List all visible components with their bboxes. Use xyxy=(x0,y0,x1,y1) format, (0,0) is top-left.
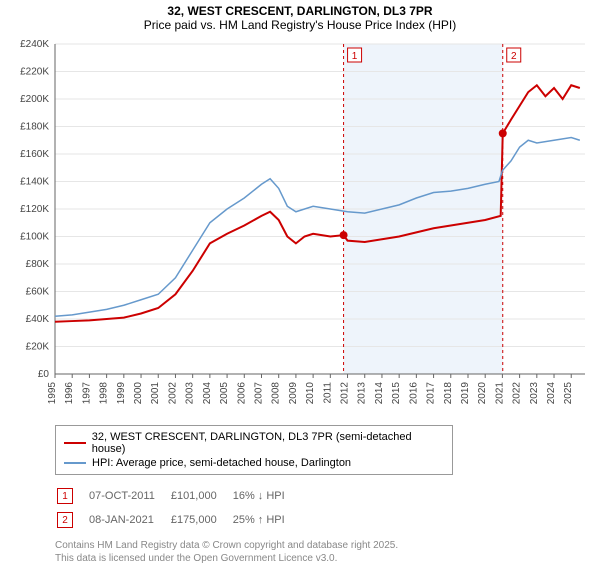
event-price: £101,000 xyxy=(171,485,231,507)
line-chart: £0 £20K £40K £60K £80K £100K £120K £140K £160K £1… xyxy=(0,34,600,414)
svg-text:1: 1 xyxy=(352,51,358,62)
svg-text:1999: 1999 xyxy=(116,382,127,405)
svg-text:1998: 1998 xyxy=(99,382,110,405)
svg-text:2025: 2025 xyxy=(563,382,574,405)
svg-text:£220K: £220K xyxy=(20,67,49,78)
svg-text:£200K: £200K xyxy=(20,94,49,105)
event-marker-icon: 1 xyxy=(57,488,73,504)
svg-text:2000: 2000 xyxy=(133,382,144,405)
footnote-line: Contains HM Land Registry data © Crown c… xyxy=(55,539,600,552)
legend: 32, WEST CRESCENT, DARLINGTON, DL3 7PR (… xyxy=(55,425,453,475)
svg-text:2019: 2019 xyxy=(460,382,471,405)
svg-text:2020: 2020 xyxy=(477,382,488,405)
event-date: 07-OCT-2011 xyxy=(89,485,169,507)
title-line-2: Price paid vs. HM Land Registry's House … xyxy=(0,18,600,32)
footnote-line: This data is licensed under the Open Gov… xyxy=(55,552,600,565)
svg-text:2023: 2023 xyxy=(529,382,540,405)
svg-text:2006: 2006 xyxy=(236,382,247,405)
svg-text:2: 2 xyxy=(511,51,517,62)
legend-item: HPI: Average price, semi-detached house,… xyxy=(64,456,444,470)
svg-text:2001: 2001 xyxy=(150,382,161,405)
svg-text:£240K: £240K xyxy=(20,39,49,50)
svg-text:£20K: £20K xyxy=(26,342,50,353)
svg-text:£80K: £80K xyxy=(26,259,50,270)
chart-area: £0 £20K £40K £60K £80K £100K £120K £140K £160K £1… xyxy=(0,34,600,419)
svg-text:2003: 2003 xyxy=(185,382,196,405)
svg-text:2024: 2024 xyxy=(546,382,557,405)
svg-text:2008: 2008 xyxy=(271,382,282,405)
svg-text:2017: 2017 xyxy=(426,382,437,405)
event-delta: 16% ↓ HPI xyxy=(233,485,299,507)
svg-text:£40K: £40K xyxy=(26,314,50,325)
svg-text:2012: 2012 xyxy=(340,382,351,405)
svg-text:1995: 1995 xyxy=(47,382,58,405)
svg-text:2002: 2002 xyxy=(167,382,178,405)
svg-text:2009: 2009 xyxy=(288,382,299,405)
footnote: Contains HM Land Registry data © Crown c… xyxy=(55,539,600,565)
legend-item: 32, WEST CRESCENT, DARLINGTON, DL3 7PR (… xyxy=(64,430,444,456)
legend-swatch xyxy=(64,442,86,444)
svg-text:1996: 1996 xyxy=(64,382,75,405)
svg-text:£140K: £140K xyxy=(20,177,49,188)
svg-text:1997: 1997 xyxy=(81,382,92,405)
event-row: 1 07-OCT-2011 £101,000 16% ↓ HPI xyxy=(57,485,299,507)
svg-text:2007: 2007 xyxy=(253,382,264,405)
event-date: 08-JAN-2021 xyxy=(89,509,169,531)
svg-text:£160K: £160K xyxy=(20,149,49,160)
svg-text:£120K: £120K xyxy=(20,204,49,215)
event-marker-icon: 2 xyxy=(57,512,73,528)
legend-swatch xyxy=(64,462,86,464)
svg-text:£0: £0 xyxy=(38,369,50,380)
svg-text:£100K: £100K xyxy=(20,232,49,243)
events-table: 1 07-OCT-2011 £101,000 16% ↓ HPI 2 08-JA… xyxy=(55,483,301,533)
svg-text:2010: 2010 xyxy=(305,382,316,405)
svg-text:2014: 2014 xyxy=(374,382,385,405)
event-price: £175,000 xyxy=(171,509,231,531)
svg-text:2013: 2013 xyxy=(357,382,368,405)
event-delta: 25% ↑ HPI xyxy=(233,509,299,531)
svg-text:2005: 2005 xyxy=(219,382,230,405)
svg-text:£60K: £60K xyxy=(26,287,50,298)
svg-text:2004: 2004 xyxy=(202,382,213,405)
svg-text:2011: 2011 xyxy=(322,382,333,404)
svg-text:2016: 2016 xyxy=(408,382,419,405)
title-line-1: 32, WEST CRESCENT, DARLINGTON, DL3 7PR xyxy=(0,4,600,18)
svg-text:2021: 2021 xyxy=(494,382,505,405)
legend-label: HPI: Average price, semi-detached house,… xyxy=(92,457,351,469)
chart-title: 32, WEST CRESCENT, DARLINGTON, DL3 7PR P… xyxy=(0,0,600,34)
svg-text:2018: 2018 xyxy=(443,382,454,405)
event-row: 2 08-JAN-2021 £175,000 25% ↑ HPI xyxy=(57,509,299,531)
svg-text:2022: 2022 xyxy=(512,382,523,405)
svg-text:2015: 2015 xyxy=(391,382,402,405)
svg-text:£180K: £180K xyxy=(20,122,49,133)
legend-label: 32, WEST CRESCENT, DARLINGTON, DL3 7PR (… xyxy=(92,431,444,455)
